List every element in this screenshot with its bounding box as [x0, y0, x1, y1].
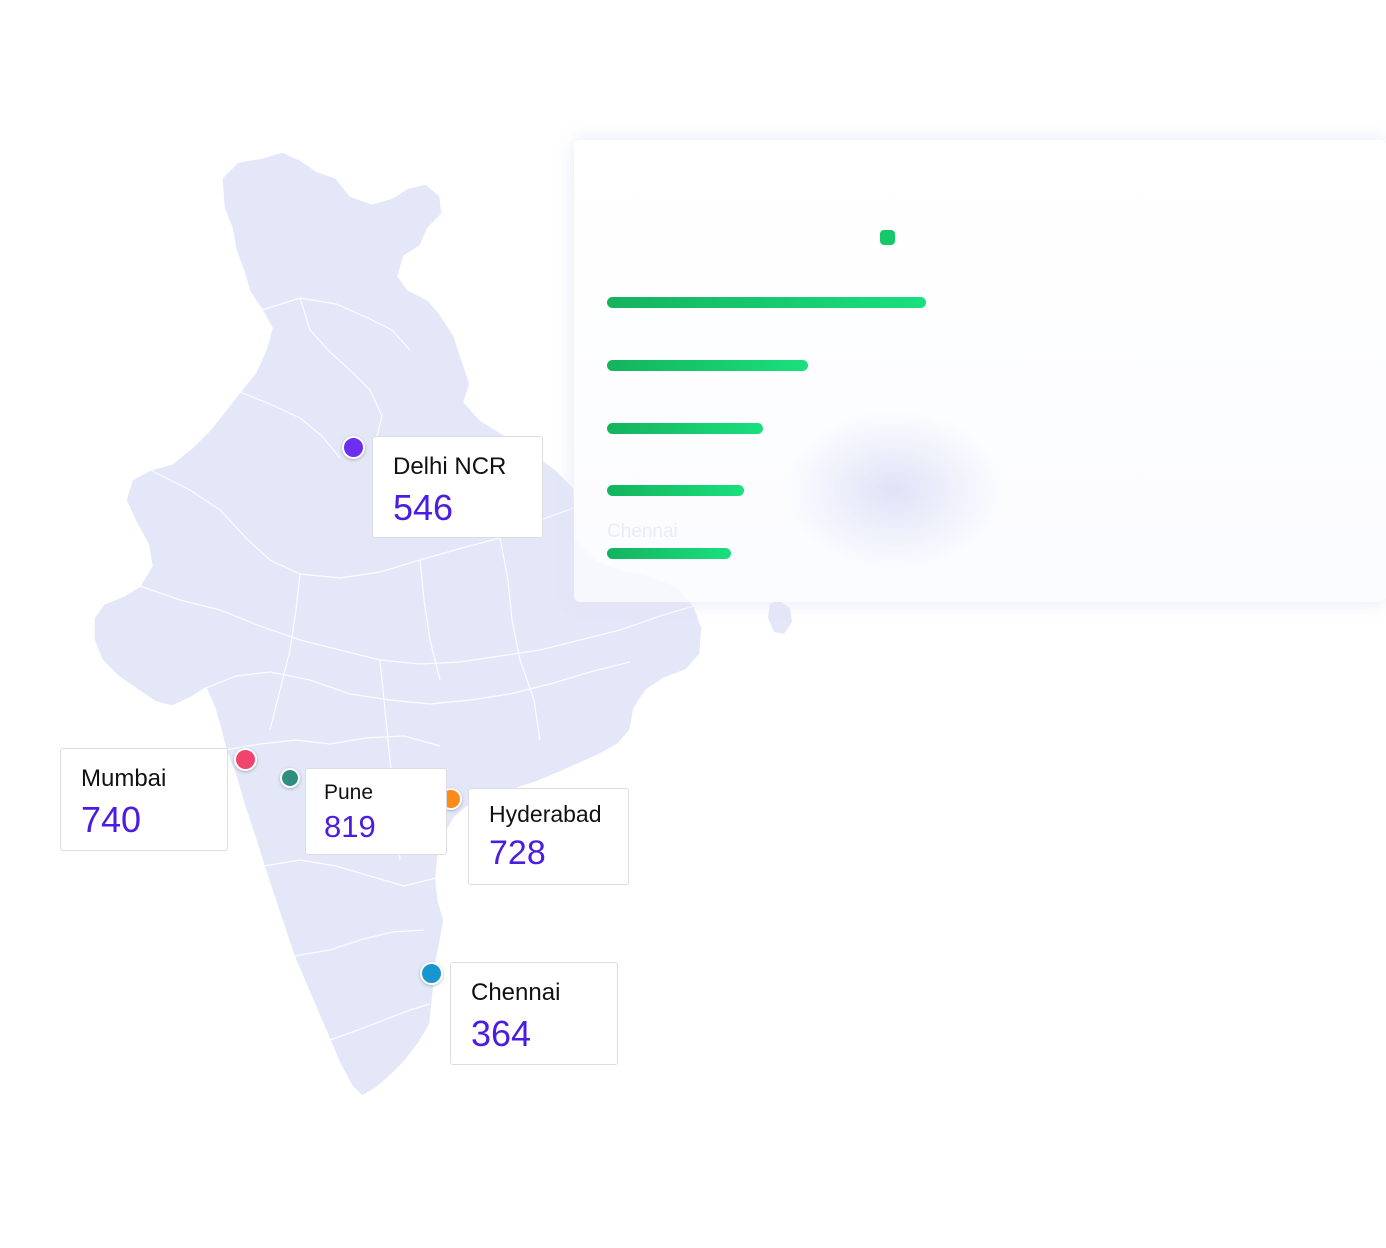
card-pune[interactable]: Pune 819 — [305, 768, 447, 855]
andaman-islands — [768, 600, 792, 634]
card-mumbai[interactable]: Mumbai 740 — [60, 748, 228, 851]
legend-swatch — [880, 230, 895, 245]
bar-5 — [607, 548, 731, 559]
bar-2 — [607, 360, 808, 371]
city-name: Pune — [324, 781, 374, 804]
city-count: 740 — [81, 799, 142, 840]
city-count: 728 — [489, 834, 546, 872]
marker-pune[interactable] — [280, 768, 300, 788]
marker-mumbai[interactable] — [234, 748, 257, 771]
card-chennai[interactable]: Chennai 364 — [450, 962, 618, 1065]
city-name: Delhi NCR — [393, 453, 507, 480]
bar-4 — [607, 485, 744, 496]
marker-delhi-ncr[interactable] — [342, 436, 365, 459]
bar-label-chennai: Chennai — [607, 521, 678, 542]
india-outline — [93, 151, 703, 1097]
city-name: Hyderabad — [489, 801, 602, 827]
panel-glow — [784, 410, 1004, 570]
city-count: 546 — [393, 487, 454, 528]
marker-chennai[interactable] — [420, 962, 443, 985]
stats-panel: Chennai — [574, 140, 1386, 602]
city-name: Chennai — [471, 979, 561, 1006]
city-name: Mumbai — [81, 765, 167, 792]
bar-1 — [607, 297, 926, 308]
india-landmass — [93, 151, 792, 1097]
city-count: 819 — [324, 809, 376, 844]
bar-3 — [607, 423, 763, 434]
state-borders — [139, 297, 695, 1041]
city-count: 364 — [471, 1013, 532, 1054]
card-hyderabad[interactable]: Hyderabad 728 — [468, 788, 629, 885]
card-delhi-ncr[interactable]: Delhi NCR 546 — [372, 436, 543, 538]
